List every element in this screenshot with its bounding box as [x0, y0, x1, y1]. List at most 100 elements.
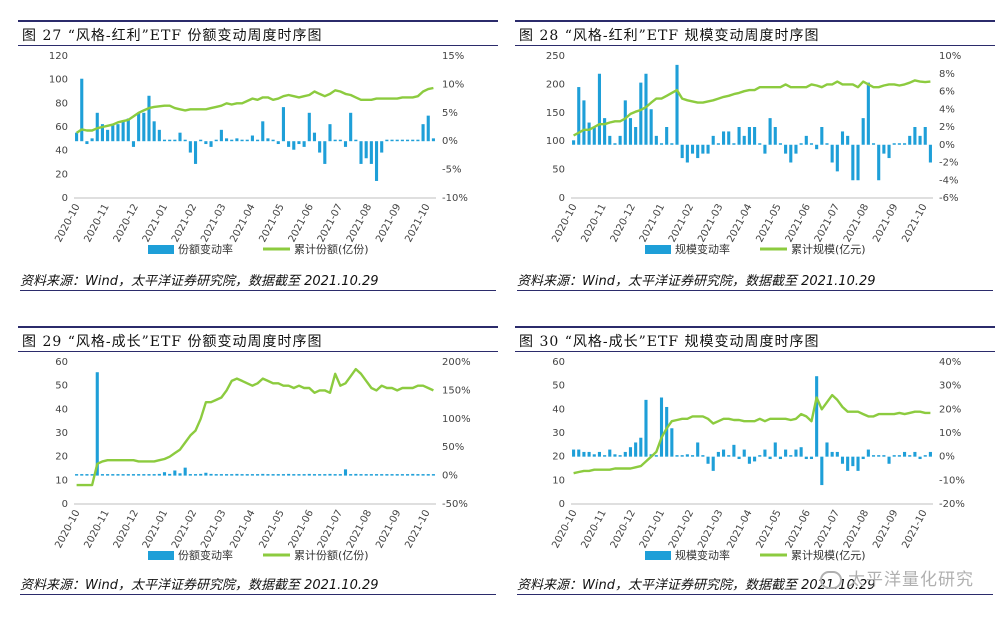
left-axis-tick-label: 40 — [55, 146, 68, 157]
bar-mark — [395, 139, 399, 142]
bar-mark — [773, 127, 777, 145]
x-axis-tick-label: 2021-05 — [257, 508, 286, 550]
bar-mark — [80, 474, 84, 476]
bar-mark — [582, 451, 586, 457]
bar-mark — [245, 474, 249, 476]
bar-mark — [732, 143, 736, 145]
right-axis-tick-label: 10% — [442, 79, 464, 90]
bar-mark — [400, 139, 404, 142]
bar-mark — [623, 451, 627, 457]
bar-mark — [173, 139, 177, 142]
right-axis-tick-label: -20% — [939, 499, 965, 510]
bar-mark — [577, 87, 581, 145]
bar-mark — [230, 139, 234, 142]
source-note: 资料来源：Wind，太平洋证券研究院，数据截至 2021.10.29 — [517, 270, 993, 291]
bar-mark — [421, 474, 425, 476]
x-axis-tick-label: 2020-11 — [82, 508, 111, 550]
bar-mark — [753, 456, 757, 462]
source-text: 资料来源：Wind，太平洋证券研究院，数据截至 2021.10.29 — [517, 274, 876, 289]
bar-mark — [665, 406, 669, 457]
bar-mark — [209, 473, 213, 476]
bar-mark — [861, 118, 865, 145]
x-axis-tick-label: 2020-10 — [550, 508, 579, 550]
bar-mark — [835, 144, 839, 172]
bar-mark — [675, 64, 679, 145]
bar-mark — [374, 474, 379, 476]
bar-mark — [685, 144, 689, 163]
x-axis-tick-label: 2021-09 — [871, 202, 900, 244]
bar-mark — [727, 131, 731, 145]
bar-mark — [882, 144, 886, 154]
right-axis-tick-label: 200% — [442, 357, 471, 368]
bar-mark — [271, 474, 275, 476]
bar-mark — [292, 474, 296, 476]
bar-mark — [608, 449, 612, 457]
bar-mark — [747, 127, 751, 145]
line-series — [573, 393, 931, 475]
bar-mark — [297, 474, 301, 476]
x-axis-tick-label: 2021-07 — [813, 508, 842, 550]
legend-label: 累计规模(亿元) — [791, 242, 866, 256]
bar-mark — [307, 112, 311, 142]
bar-mark — [354, 139, 358, 142]
bar-mark — [804, 456, 808, 460]
chart-figure-28: 0 50 100 150 200 250 -6% -4% -2% 0% 2% 4% 6% 8% 10% 202… — [546, 51, 961, 256]
bar-mark — [603, 118, 607, 145]
bar-mark — [758, 143, 762, 145]
bar-mark — [908, 455, 912, 457]
x-axis-tick-label: 2021-10 — [900, 202, 929, 244]
x-axis-tick-label: 2021-04 — [228, 202, 257, 244]
source-text: 资料来源：Wind，太平洋证券研究院，数据截至 2021.10.29 — [20, 578, 379, 593]
bar-mark — [193, 141, 198, 164]
bar-mark — [162, 139, 167, 142]
x-axis-tick-label: 2021-08 — [842, 508, 871, 550]
legend-label: 规模变动率 — [675, 242, 730, 256]
left-axis-tick-label: 60 — [55, 357, 68, 368]
bar-mark — [416, 474, 420, 476]
legend-bar-swatch — [148, 245, 174, 254]
bar-mark — [276, 141, 280, 145]
bar-mark — [406, 474, 410, 476]
bar-mark — [846, 456, 850, 471]
bar-mark — [815, 144, 819, 150]
bar-mark — [737, 456, 741, 460]
bar-mark — [871, 143, 876, 145]
watermark-text: 太平洋量化研究 — [848, 570, 974, 590]
left-axis-tick-label: 0 — [559, 499, 565, 510]
bar-mark — [214, 474, 218, 476]
bar-mark — [768, 456, 772, 460]
bar-mark — [90, 138, 94, 142]
right-axis-tick-label: -5% — [442, 165, 461, 176]
bar-mark — [618, 455, 622, 457]
bar-mark — [343, 469, 348, 476]
bar-mark — [431, 474, 435, 476]
bar-mark — [742, 449, 746, 457]
left-axis-tick-label: 200 — [546, 79, 565, 90]
left-axis-tick-label: 100 — [49, 75, 68, 86]
bar-mark — [266, 474, 270, 476]
right-axis-tick-label: -50% — [442, 499, 468, 510]
left-axis-tick-label: 50 — [552, 165, 565, 176]
bar-mark — [188, 141, 192, 153]
bar-mark — [390, 139, 394, 142]
bar-mark — [416, 139, 420, 142]
bar-mark — [866, 449, 870, 457]
x-axis-tick-label: 2021-01 — [141, 202, 170, 244]
bar-mark — [204, 141, 208, 145]
bar-mark — [784, 449, 788, 457]
bar-mark — [199, 139, 203, 142]
bar-mark — [137, 474, 141, 476]
bar-mark — [928, 144, 932, 163]
bar-mark — [659, 397, 664, 457]
bar-mark — [328, 473, 332, 476]
bar-mark — [343, 141, 348, 147]
x-axis-tick-label: 2021-09 — [871, 508, 900, 550]
bar-mark — [654, 135, 658, 145]
x-axis-tick-label: 2021-09 — [374, 202, 403, 244]
bar-mark — [374, 141, 379, 181]
bar-mark — [111, 124, 115, 142]
bar-mark — [281, 474, 285, 476]
bar-mark — [701, 455, 705, 457]
right-axis-tick-label: 15% — [442, 51, 464, 62]
left-axis-tick-label: 120 — [49, 51, 68, 62]
